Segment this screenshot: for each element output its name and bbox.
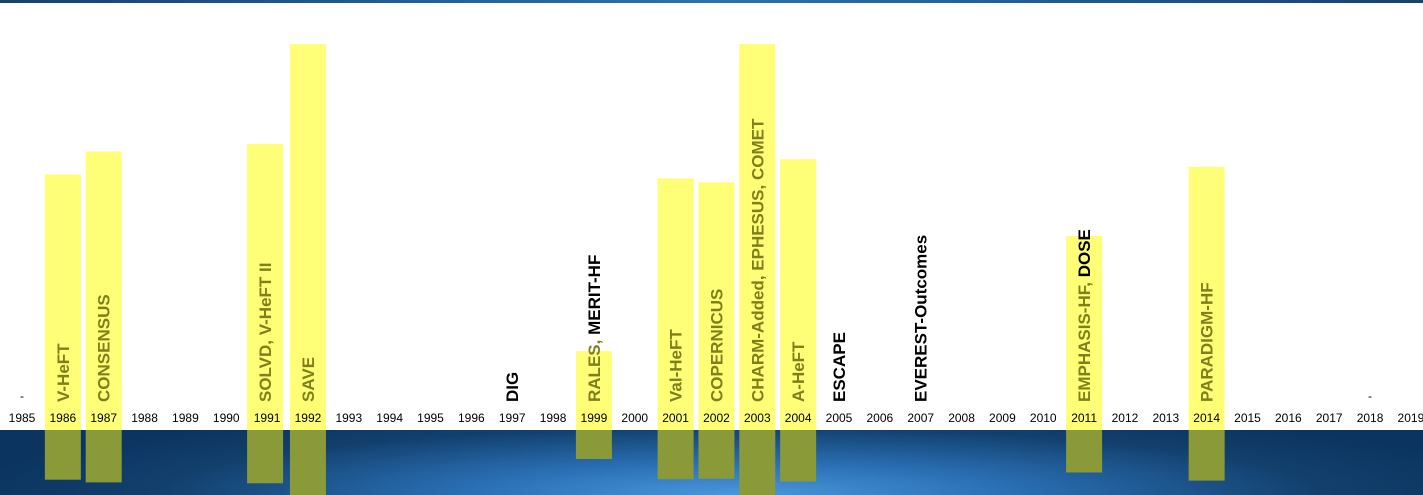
bar-1987: [85, 151, 122, 430]
trial-label-2001: Val-HeFT: [667, 329, 686, 402]
tick-label-1995: 1995: [417, 411, 444, 425]
trial-label-part-1999-0: RALES,: [585, 340, 604, 402]
tick-label-2003: 2003: [744, 411, 771, 425]
trial-label-part-2014-0: PARADIGM-HF: [1198, 282, 1217, 402]
trial-label-1986: V-HeFT: [54, 343, 73, 402]
trial-label-2005: ESCAPE: [830, 332, 849, 402]
trial-label-1991: SOLVD, V-HeFT II: [256, 263, 275, 402]
trial-label-2002: COPERNICUS: [707, 289, 726, 402]
tick-labels-group: 1985 1986 1987 1988 1989 1990 1991 1992 1993 1994…: [9, 411, 1423, 425]
tick-label-2001: 2001: [662, 411, 689, 425]
trial-label-part-2007-0: EVEREST-Outcomes: [912, 235, 931, 402]
tick-label-2015: 2015: [1234, 411, 1261, 425]
tick-label-2009: 2009: [989, 411, 1016, 425]
bar-2004: [780, 159, 817, 430]
bar-1992: [289, 44, 326, 430]
bar-shadow-2003: [739, 430, 776, 495]
bar-2014: [1188, 166, 1225, 430]
tick-label-1991: 1991: [254, 411, 281, 425]
trial-label-part-2001-0: Val-HeFT: [667, 329, 686, 402]
bar-shadow-2004: [780, 430, 817, 482]
tick-label-2012: 2012: [1112, 411, 1139, 425]
trial-label-2004: A-HeFT: [789, 341, 808, 402]
bar-shadow-2014: [1188, 430, 1225, 481]
trial-label-part-2002-0: COPERNICUS: [707, 289, 726, 402]
bar-shadow-2011: [1066, 430, 1103, 473]
trial-label-part-2005-0: ESCAPE: [830, 332, 849, 402]
tick-label-1990: 1990: [213, 411, 240, 425]
tick-label-1996: 1996: [458, 411, 485, 425]
tick-label-2004: 2004: [785, 411, 812, 425]
bar-2001: [657, 178, 694, 430]
marker-2018: -: [1368, 389, 1372, 403]
bar-2011: [1066, 236, 1103, 430]
bar-shadow-1986: [44, 430, 81, 480]
trial-label-part-1986-0: V-HeFT: [54, 343, 73, 402]
trial-label-2011: EMPHASIS-HF, DOSE: [1075, 229, 1094, 402]
tick-label-2017: 2017: [1316, 411, 1343, 425]
trial-label-1987: CONSENSUS: [95, 294, 114, 402]
tick-label-2013: 2013: [1152, 411, 1179, 425]
bar-shadow-2001: [657, 430, 694, 480]
tick-label-2006: 2006: [866, 411, 893, 425]
bar-shadows-group: [44, 430, 1225, 495]
bar-2003: [739, 44, 776, 430]
bar-1991: [247, 143, 284, 430]
tick-label-1993: 1993: [335, 411, 362, 425]
bar-shadow-1999: [575, 430, 612, 459]
tick-label-1986: 1986: [49, 411, 76, 425]
marker-1985: -: [20, 389, 24, 403]
tick-label-2014: 2014: [1193, 411, 1220, 425]
trial-label-part-2011-0: EMPHASIS-HF,: [1075, 282, 1094, 402]
top-border: [0, 0, 1423, 3]
tick-label-2018: 2018: [1357, 411, 1384, 425]
trial-label-1999: RALES, MERIT-HF: [585, 255, 604, 402]
tick-label-2000: 2000: [621, 411, 648, 425]
trial-label-part-1991-0: SOLVD, V-HeFT II: [256, 263, 275, 402]
tick-label-1989: 1989: [172, 411, 199, 425]
tick-label-2011: 2011: [1071, 411, 1097, 425]
tick-label-1994: 1994: [376, 411, 403, 425]
tick-label-1999: 1999: [581, 411, 608, 425]
trial-label-2003: CHARM-Added, EPHESUS, COMET: [748, 118, 767, 402]
trial-label-2007: EVEREST-Outcomes: [912, 235, 931, 402]
bar-1986: [44, 174, 81, 430]
tick-label-1987: 1987: [90, 411, 117, 425]
trial-label-part-1997-0: DIG: [503, 372, 522, 402]
bar-1999: [575, 351, 612, 430]
trial-labels-group: - - V-HeFT CONSENSUS SOLVD, V-HeFT II SAVE DIG…: [20, 118, 1372, 403]
bars-group: [44, 44, 1225, 430]
trial-label-1992: SAVE: [299, 357, 318, 402]
tick-label-1988: 1988: [131, 411, 158, 425]
tick-label-1998: 1998: [540, 411, 567, 425]
tick-label-2016: 2016: [1275, 411, 1302, 425]
bar-2002: [698, 182, 735, 430]
tick-label-2010: 2010: [1030, 411, 1057, 425]
trial-label-part-1999-1: MERIT-HF: [585, 255, 604, 340]
tick-label-1997: 1997: [499, 411, 526, 425]
tick-label-2002: 2002: [703, 411, 730, 425]
tick-label-2005: 2005: [826, 411, 853, 425]
tick-label-1985: 1985: [9, 411, 36, 425]
trial-label-part-1987-0: CONSENSUS: [95, 294, 114, 402]
tick-label-2007: 2007: [907, 411, 934, 425]
tick-label-2019: 2019: [1398, 411, 1423, 425]
trial-label-part-2011-1: DOSE: [1075, 229, 1094, 282]
bar-shadow-2002: [698, 430, 735, 479]
trial-label-part-2004-0: A-HeFT: [789, 341, 808, 402]
tick-label-2008: 2008: [948, 411, 975, 425]
bar-shadow-1987: [85, 430, 122, 483]
trial-label-2014: PARADIGM-HF: [1198, 282, 1217, 402]
tick-label-1992: 1992: [295, 411, 322, 425]
bar-shadow-1991: [247, 430, 284, 484]
trial-label-1997: DIG: [503, 372, 522, 402]
bar-shadow-1992: [289, 430, 326, 495]
trial-label-part-2003-0: CHARM-Added, EPHESUS, COMET: [748, 118, 767, 402]
trial-label-part-1992-0: SAVE: [299, 357, 318, 402]
